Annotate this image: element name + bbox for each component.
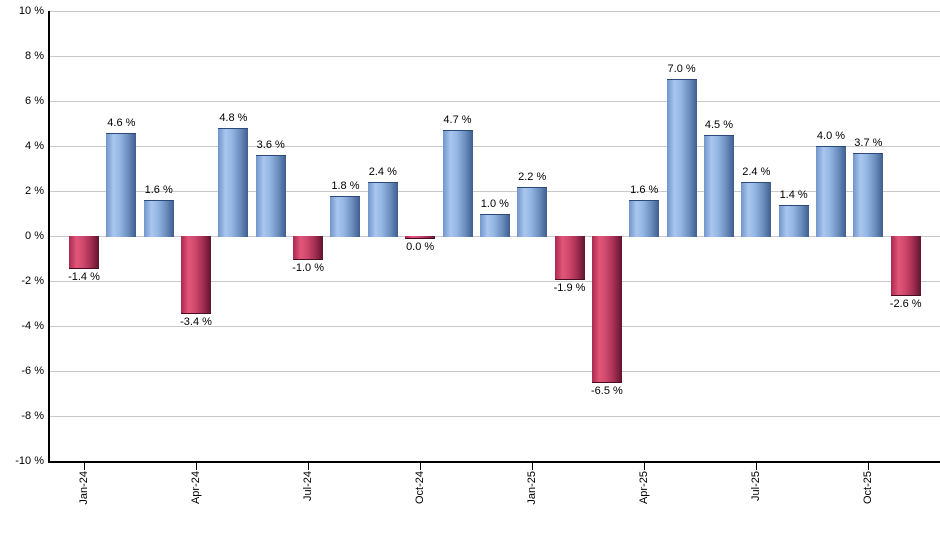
y-axis-tick-label: 10 %: [18, 5, 44, 17]
bar-value-label: 4.7 %: [443, 114, 472, 127]
x-axis-tick: [84, 463, 85, 470]
bar-value-label: 2.4 %: [368, 166, 397, 178]
y-axis-tick-label: 8 %: [25, 50, 44, 62]
y-axis-tick-label: 2 %: [25, 185, 44, 197]
bar-value-label: -1.9 %: [553, 281, 586, 294]
y-axis-tick-label: -6 %: [21, 365, 44, 377]
x-axis-tick: [868, 463, 870, 470]
bar-value-label: 2.4 %: [742, 166, 771, 178]
bar: [69, 236, 99, 269]
bar: [816, 146, 846, 237]
x-axis-tick: [196, 463, 198, 470]
bar: [293, 236, 324, 260]
x-axis-tick-label: Oct-24: [414, 471, 427, 505]
bar: [367, 182, 398, 237]
bar: [181, 236, 212, 314]
bar: [405, 236, 436, 239]
x-axis-tick-label: Jan-24: [78, 471, 90, 505]
gridline: [48, 56, 940, 57]
bar-value-label: 4.8 %: [219, 112, 248, 124]
bar-value-label: -6.5 %: [590, 385, 623, 398]
bar: [517, 186, 548, 237]
bar: [554, 236, 585, 280]
gridline: [48, 326, 940, 327]
bar-value-label: -3.4 %: [180, 315, 212, 328]
bar-value-label: -1.4 %: [68, 270, 100, 283]
bar-value-label: 4.5 %: [704, 118, 733, 131]
y-axis-tick-label: 0 %: [25, 230, 44, 242]
bar: [143, 200, 174, 237]
x-axis-tick: [420, 463, 422, 470]
x-axis-tick-label: Jul-24: [302, 471, 315, 501]
bar-value-label: 1.0 %: [480, 197, 509, 210]
bar-value-label: -1.0 %: [292, 261, 324, 274]
bar-value-label: 1.8 %: [331, 179, 360, 192]
bar-value-label: 1.4 %: [779, 188, 808, 201]
y-axis-tick-label: -10 %: [15, 455, 44, 467]
x-axis-tick-label: Oct-25: [862, 471, 875, 505]
bar: [778, 204, 809, 237]
gridline: [48, 101, 940, 102]
bar: [218, 128, 249, 237]
gridline: [48, 11, 940, 12]
bar: [666, 78, 697, 237]
x-axis-tick: [532, 463, 534, 470]
bar-value-label: 7.0 %: [667, 62, 696, 75]
bar-value-label: 0.0 %: [406, 241, 435, 253]
bar-value-label: -2.6 %: [889, 297, 922, 310]
x-axis-tick-label: Apr-25: [638, 471, 651, 505]
gridline: [48, 371, 940, 372]
x-axis-tick: [308, 463, 310, 470]
bar-value-label: 4.6 %: [107, 116, 136, 129]
y-axis-tick-label: 6 %: [25, 95, 44, 107]
bar: [442, 130, 473, 237]
x-axis-tick-label: Apr-24: [190, 471, 203, 505]
y-axis-tick-label: -2 %: [21, 275, 44, 287]
bar-value-label: 1.6 %: [144, 184, 173, 196]
bar: [853, 152, 884, 237]
bar: [255, 155, 286, 237]
bar: [330, 195, 361, 237]
y-axis-line: [48, 11, 50, 463]
bar: [890, 236, 921, 296]
x-axis-tick: [644, 463, 646, 470]
gridline: [48, 146, 940, 147]
x-axis-tick: [756, 463, 758, 470]
bar-value-label: 3.6 %: [256, 139, 285, 151]
gridline: [48, 416, 940, 417]
bar: [703, 134, 734, 237]
bar-value-label: 2.2 %: [518, 170, 547, 183]
y-axis-tick-label: -8 %: [21, 410, 44, 422]
bar: [591, 236, 622, 384]
x-axis-line: [48, 461, 940, 463]
bar-value-label: 1.6 %: [630, 184, 659, 196]
bar-value-label: 3.7 %: [854, 136, 883, 149]
gridline: [48, 191, 940, 192]
x-axis-tick-label: Jan-25: [526, 471, 539, 505]
bar-value-label: 4.0 %: [816, 130, 846, 142]
bar: [479, 213, 510, 237]
bar: [741, 182, 772, 237]
bar: [629, 200, 660, 237]
gridline: [48, 281, 940, 282]
y-axis-tick-label: 4 %: [25, 140, 44, 152]
x-axis-tick-label: Jul-25: [750, 471, 763, 501]
bar: [106, 132, 137, 237]
y-axis-tick-label: -4 %: [21, 320, 44, 332]
